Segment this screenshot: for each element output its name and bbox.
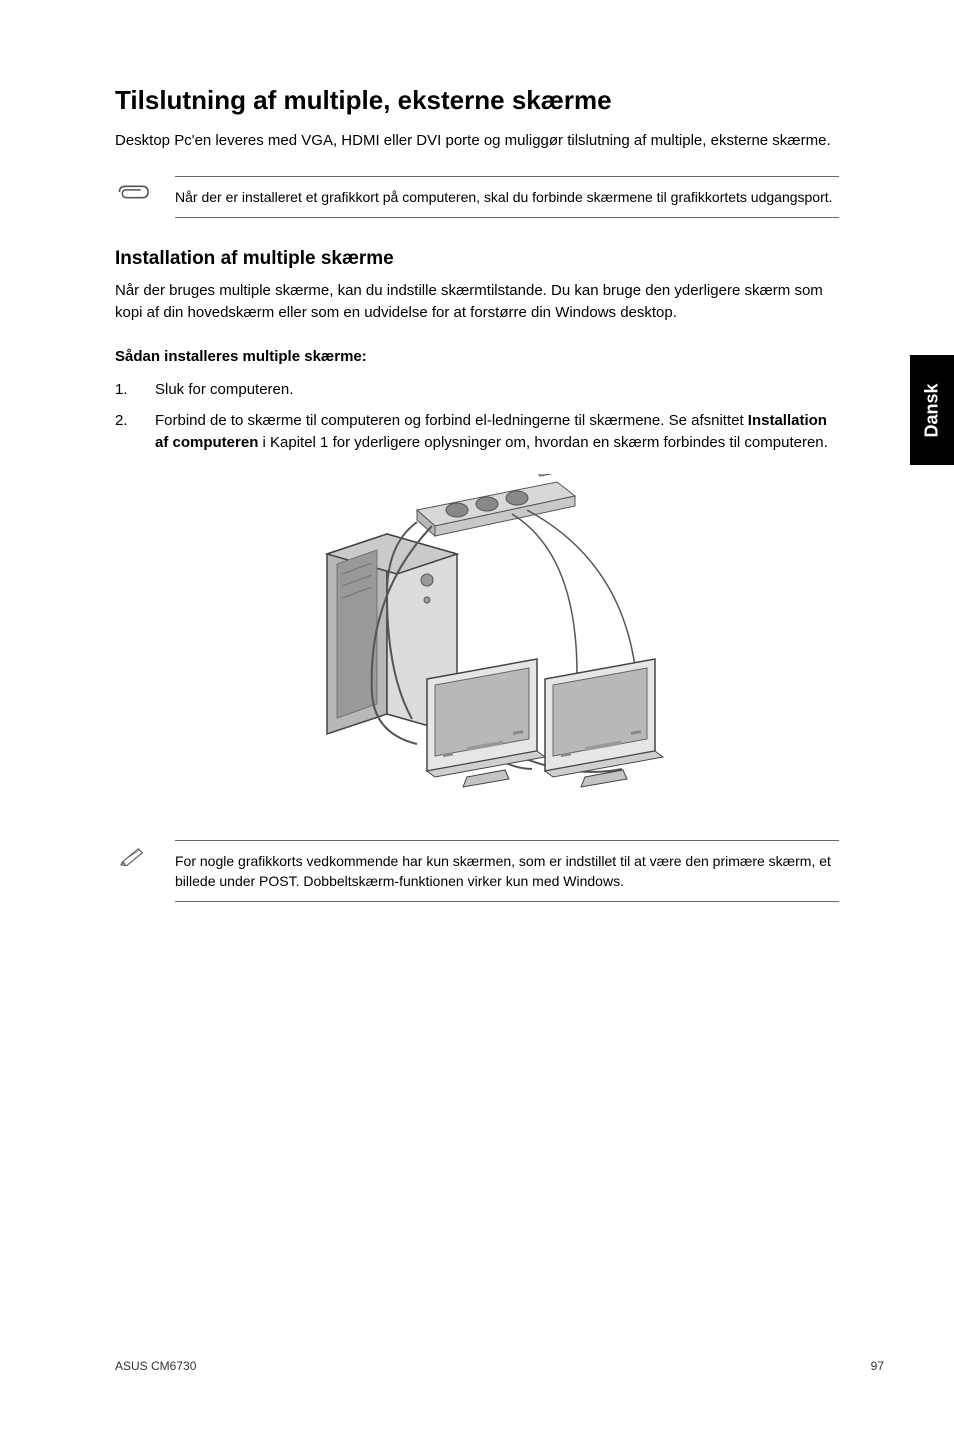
setup-diagram: [115, 474, 839, 804]
paperclip-icon: [115, 176, 175, 207]
list-item: 2. Forbind de to skærme til computeren o…: [115, 410, 839, 454]
footer-product: ASUS CM6730: [115, 1359, 196, 1373]
list-text: Forbind de to skærme til computeren og f…: [155, 410, 839, 454]
section-heading: Installation af multiple skærme: [115, 248, 839, 270]
note-box-2: For nogle grafikkorts vedkommende har ku…: [115, 840, 839, 903]
page-footer: ASUS CM6730 97: [115, 1359, 884, 1373]
list-number: 2.: [115, 410, 155, 454]
step2-suffix: i Kapitel 1 for yderligere oplysninger o…: [258, 434, 827, 451]
page-title: Tilslutning af multiple, eksterne skærme: [115, 85, 839, 116]
section-intro: Når der bruges multiple skærme, kan du i…: [115, 280, 839, 324]
footer-page-number: 97: [871, 1359, 884, 1373]
note-text-1: Når der er installeret et grafikkort på …: [175, 176, 839, 218]
list-number: 1.: [115, 379, 155, 401]
language-tab: Dansk: [910, 355, 954, 465]
steps-label: Sådan installeres multiple skærme:: [115, 348, 839, 365]
list-item: 1. Sluk for computeren.: [115, 379, 839, 401]
language-label: Dansk: [922, 383, 943, 437]
list-text: Sluk for computeren.: [155, 379, 839, 401]
step2-prefix: Forbind de to skærme til computeren og f…: [155, 412, 748, 429]
note-text-2: For nogle grafikkorts vedkommende har ku…: [175, 840, 839, 903]
intro-paragraph: Desktop Pc'en leveres med VGA, HDMI elle…: [115, 130, 839, 152]
note-box-1: Når der er installeret et grafikkort på …: [115, 176, 839, 218]
pencil-icon: [115, 840, 175, 871]
